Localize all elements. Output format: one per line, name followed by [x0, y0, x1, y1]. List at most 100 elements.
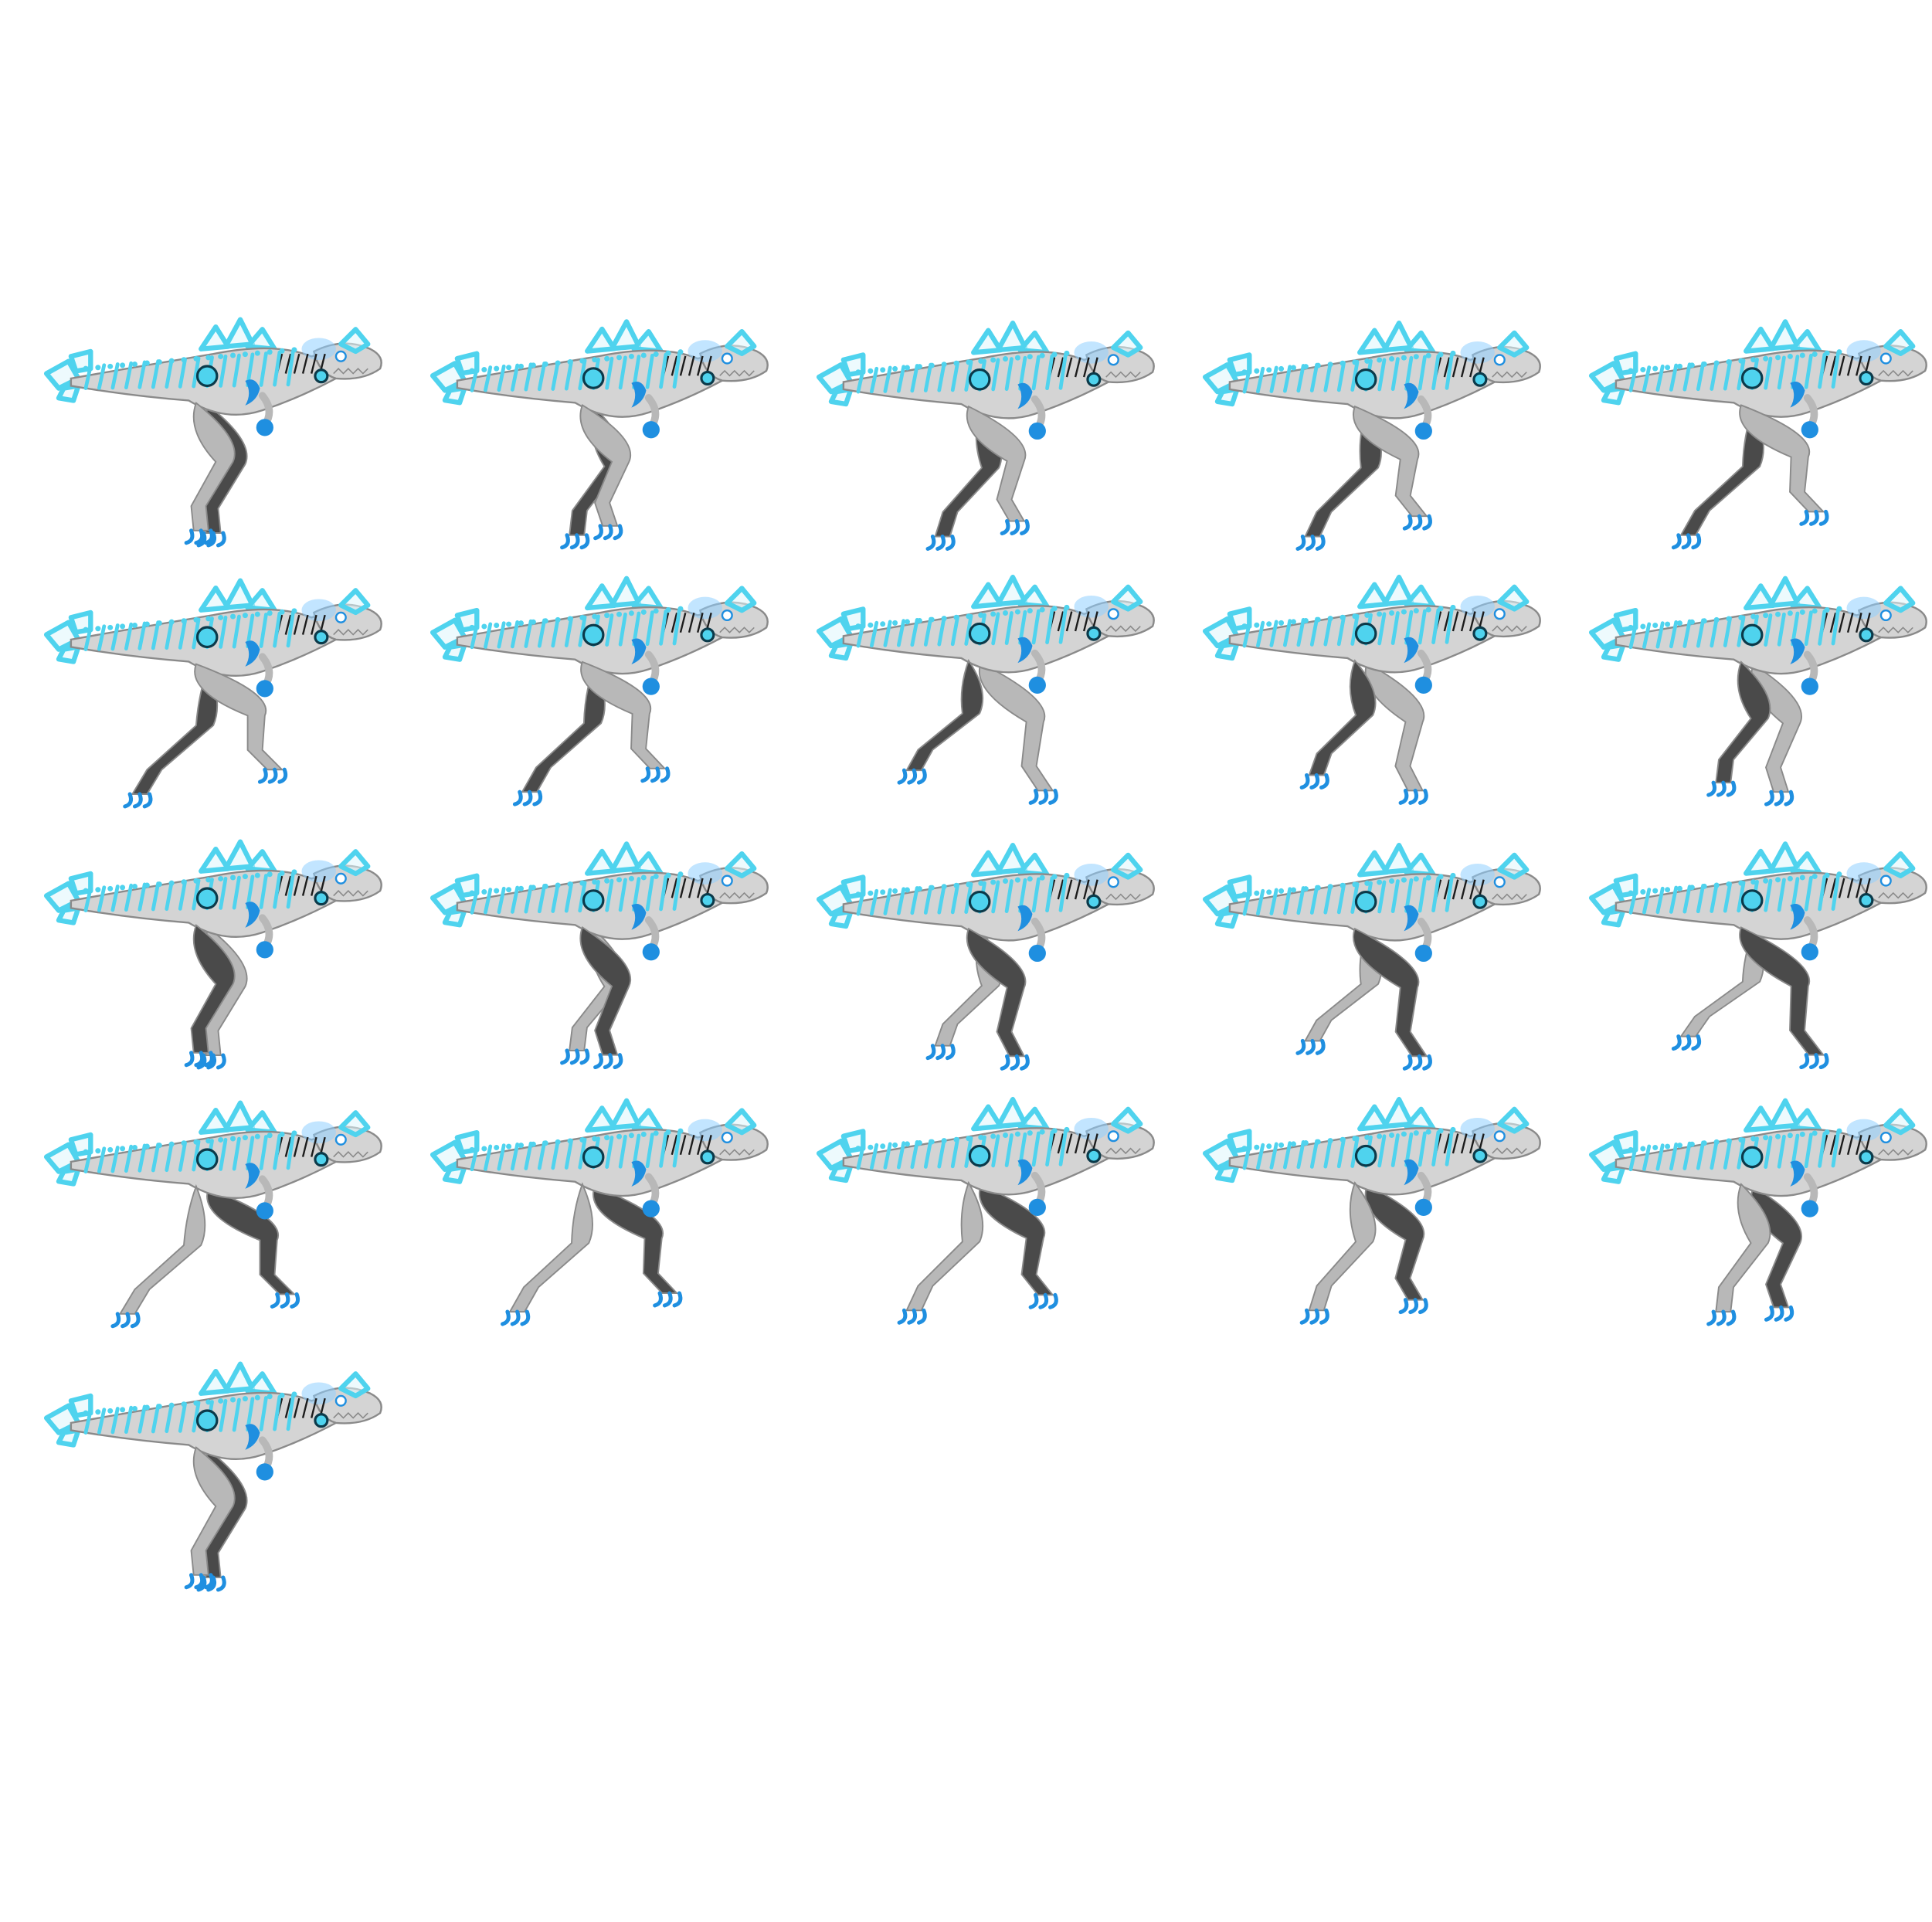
- dorsal-dot: [604, 356, 609, 362]
- dorsal-dot: [95, 1409, 100, 1414]
- dorsal-dot: [182, 357, 187, 362]
- dorsal-dot: [193, 356, 199, 362]
- dorsal-dot: [267, 871, 273, 877]
- dinosaur: [46, 320, 382, 545]
- dorsal-dot: [1775, 877, 1781, 882]
- jaw-orb-icon: [701, 629, 714, 641]
- tail-crystal-icon: [1604, 388, 1623, 402]
- dorsal-dot: [1450, 1127, 1455, 1132]
- dorsal-dot: [169, 881, 175, 886]
- dorsal-dot: [280, 1393, 285, 1398]
- dorsal-dot: [1328, 1138, 1333, 1143]
- jaw-orb-icon: [1860, 629, 1873, 641]
- eye-icon: [1109, 1131, 1119, 1141]
- dorsal-dot: [1352, 359, 1357, 365]
- dorsal-dot: [1652, 888, 1658, 894]
- head-crystal-icon: [1886, 589, 1913, 611]
- dorsal-dot: [543, 362, 548, 367]
- sprite-frame: [1585, 586, 1932, 794]
- head-crystal-icon: [727, 1111, 754, 1133]
- dorsal-dot: [144, 361, 150, 366]
- tail-crystal-icon: [445, 645, 464, 660]
- dorsal-dot: [1450, 873, 1455, 878]
- dorsal-dot: [543, 884, 548, 889]
- near-leg: [113, 1187, 205, 1326]
- dorsal-dot: [280, 1132, 285, 1137]
- dorsal-dot: [218, 354, 223, 359]
- eye-icon: [722, 876, 732, 886]
- dorsal-dot: [1027, 354, 1033, 359]
- dorsal-dot: [1812, 608, 1818, 613]
- dorsal-dot: [531, 1142, 536, 1147]
- dorsal-dot: [120, 1146, 125, 1151]
- dorsal-dot: [1015, 610, 1020, 615]
- head-crystal-icon: [727, 331, 754, 354]
- tail-crystal-icon: [831, 643, 851, 658]
- sprite-frame-svg: [40, 847, 411, 1055]
- eye-icon: [336, 1135, 346, 1145]
- dorsal-dot: [1340, 883, 1346, 888]
- dorsal-dot: [230, 353, 236, 358]
- dorsal-dot: [978, 881, 983, 886]
- tail-crystal-icon: [59, 647, 78, 661]
- dorsal-dot: [1303, 618, 1309, 623]
- dorsal-dot: [518, 1143, 524, 1148]
- dorsal-dot: [666, 351, 671, 356]
- dorsal-dot: [1015, 878, 1020, 883]
- dorsal-dot: [506, 622, 511, 627]
- head-crystal-icon: [727, 854, 754, 876]
- dorsal-dot: [182, 879, 187, 885]
- sprite-frame: [426, 324, 797, 533]
- back-spike-icon: [1020, 1109, 1047, 1129]
- dorsal-dot: [1677, 364, 1682, 369]
- head-crystal-icon: [1113, 333, 1140, 355]
- dorsal-dot: [592, 879, 597, 885]
- sprite-frame-svg: [813, 586, 1183, 794]
- shoulder-orb-icon: [969, 370, 989, 389]
- dorsal-dot: [1015, 355, 1020, 361]
- dorsal-dot: [677, 871, 683, 877]
- glowing-hand-icon: [256, 1463, 273, 1480]
- dorsal-dot: [1064, 351, 1069, 356]
- head-crystal-icon: [1113, 1109, 1140, 1132]
- dorsal-dot: [1788, 876, 1793, 881]
- dorsal-dot: [95, 365, 100, 370]
- jaw-orb-icon: [1088, 895, 1100, 908]
- head-crystal-icon: [1886, 854, 1913, 876]
- dorsal-dot: [518, 620, 524, 626]
- dorsal-dot: [966, 881, 971, 887]
- shoulder-orb-icon: [1356, 892, 1375, 912]
- dorsal-dot: [182, 1401, 187, 1407]
- glowing-hand-icon: [1415, 945, 1432, 962]
- dorsal-dot: [616, 612, 622, 617]
- dorsal-dot: [1316, 363, 1321, 368]
- dorsal-dot: [1414, 354, 1419, 359]
- tail-crystal-icon: [59, 385, 78, 400]
- dorsal-dot: [1040, 1129, 1045, 1135]
- dorsal-dot: [905, 619, 910, 624]
- dorsal-dot: [1450, 605, 1455, 610]
- dorsal-dot: [543, 618, 548, 623]
- dorsal-dot: [218, 1137, 223, 1143]
- jaw-orb-icon: [701, 1151, 714, 1163]
- sprite-frame-svg: [426, 586, 797, 794]
- sprite-frame: [40, 847, 411, 1055]
- back-spike-icon: [248, 851, 275, 871]
- dorsal-dot: [1064, 605, 1069, 610]
- head-crystal-icon: [1499, 1109, 1526, 1132]
- jaw-orb-icon: [1860, 1151, 1873, 1163]
- dorsal-dot: [291, 347, 297, 352]
- jaw-orb-icon: [1474, 1149, 1486, 1162]
- back-spike-icon: [634, 331, 661, 351]
- eye-icon: [722, 610, 732, 620]
- dorsal-dot: [1800, 1132, 1805, 1137]
- dorsal-dot: [1438, 606, 1444, 611]
- dorsal-dot: [929, 617, 935, 623]
- near-leg: [899, 1183, 983, 1323]
- dorsal-dot: [120, 1407, 125, 1412]
- dorsal-dot: [280, 348, 285, 354]
- dinosaur: [46, 1103, 382, 1326]
- shoulder-orb-icon: [197, 888, 216, 908]
- back-spike-icon: [248, 329, 275, 348]
- glowing-hand-icon: [1801, 943, 1818, 960]
